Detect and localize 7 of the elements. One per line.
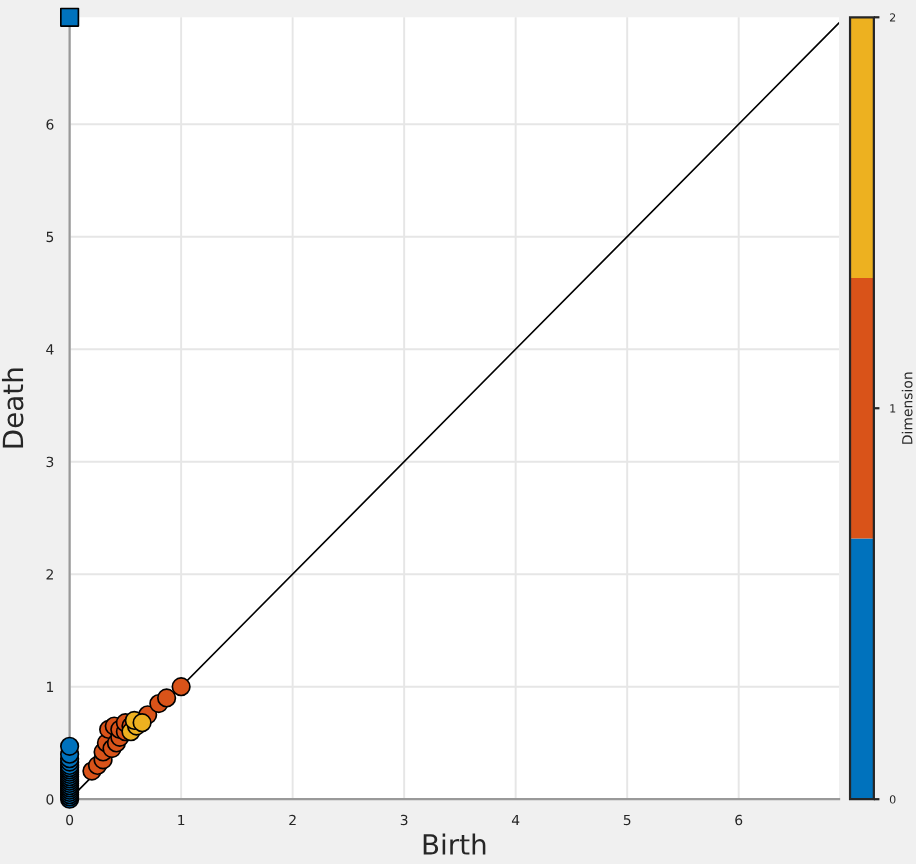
point [171, 677, 191, 697]
point [157, 688, 177, 708]
point [59, 7, 80, 27]
x-axis-title: Birth [423, 833, 486, 855]
point [59, 736, 80, 756]
y-axis-title: Death [1, 368, 24, 448]
point [132, 713, 152, 733]
